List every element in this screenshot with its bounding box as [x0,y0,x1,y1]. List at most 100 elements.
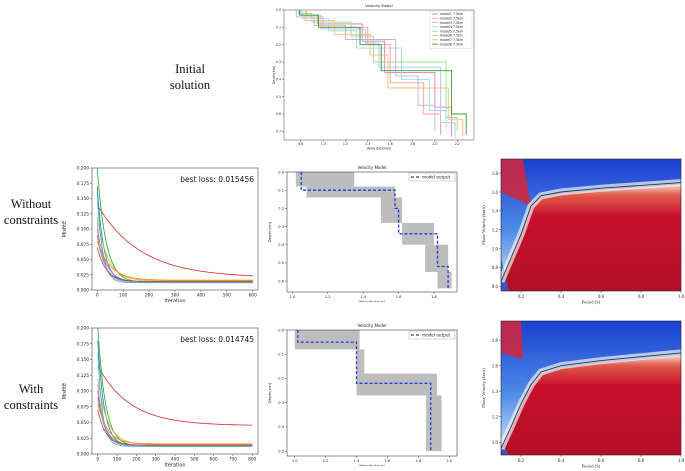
y-axis-label: MisfitE [62,383,68,400]
legend-box [408,330,456,340]
legend-label: model output [422,333,451,338]
model-output-line [297,330,432,452]
x-tick-label: 300 [152,457,160,463]
x-tick-label: 1.0 [321,142,326,146]
x-tick-label: 1.2 [343,142,348,146]
y-axis-label: Phase Velocity (km/s) [481,368,486,408]
y-tick-label: 0.0 [278,328,284,332]
velocity-series-model8 [299,10,467,135]
row-label-without-line1: Without [10,197,52,211]
y-axis-label: Depth(km) [267,382,272,403]
uncertainty-band [306,186,396,198]
y-tick-label: 0.1 [278,188,284,192]
legend-label: model1 7.5km [440,12,463,16]
y-tick-label: 0.1 [278,352,284,356]
without-loss-chart: 0 100 200 300 400 500 600 0.000 0.025 0.050 0.075 0… [62,166,259,302]
y-tick-label: 1.6 [492,191,499,196]
x-tick-label: 0 [96,293,99,299]
heatmap-corner-red [501,159,531,207]
legend-box [408,172,456,182]
x-tick-label: 2.0 [432,142,437,146]
x-tick-label: 200 [145,293,153,299]
plot-frame [500,320,682,456]
with-loss-chart: 0 100 200 300 400 500 600 700 800 0.000 0.025 0.050… [62,326,259,468]
x-axis-label: Velocity(km/s) [358,299,386,302]
x-tick-label: 1.2 [323,459,329,463]
legend-label: model8 7.5km [440,42,463,46]
y-tick-label: 0.175 [77,341,90,347]
y-tick-label: 0.050 [77,257,90,263]
loss-series-brown [97,409,253,446]
chart-title: Velocity Model [358,323,387,328]
x-tick-label: 1.0 [289,295,295,299]
y-tick-label: 1.0 [492,441,499,446]
x-tick-label: 400 [171,457,179,463]
y-tick-label: 1.2 [492,415,499,420]
y-tick-label: 0.150 [77,196,90,202]
uncertainty-band [437,272,452,289]
x-tick-label: 1.4 [365,142,370,146]
row-label-without: Without constraints [0,196,62,228]
model-output-line [300,172,449,289]
x-tick-label: 500 [223,293,231,299]
x-axis-label: Velocity(km/s) [367,147,393,151]
loss-series-olive [96,216,253,282]
x-tick-label: 1.8 [416,459,422,463]
legend-label: model3 7.5km [440,21,463,25]
y-tick-label: 0.100 [77,389,90,395]
velocity-series-model6 [295,10,436,132]
y-axis-label: Depth(km) [267,221,272,242]
x-tick-label: 0.4 [558,295,565,300]
y-tick-label: 0.6 [278,279,284,283]
plot-frame [286,329,458,457]
legend-label: model5 7.5km [440,29,463,33]
y-tick-label: 0.3 [278,401,284,405]
plot-frame [286,171,458,293]
x-tick-label: 0.8 [298,142,303,146]
y-axis-label: Depth(km) [272,65,276,84]
y-tick-label: 1.4 [492,390,499,395]
x-tick-label: 0.2 [518,295,525,300]
heatmap-corner-red [501,321,523,360]
x-tick-label: 400 [197,293,205,299]
loss-series-orange [97,403,253,445]
y-tick-label: 0.2 [276,43,281,47]
with-velocity-chart: 1.0 1.2 1.4 1.6 1.8 2.0 0.0 0.1 0.2 0.3 0.4 0.5 Velo… [267,323,458,466]
x-tick-label: 1.8 [410,142,415,146]
row-label-initial-line1: Initial [175,62,205,76]
loss-series-cyan [97,353,253,447]
y-tick-label: 0.1 [276,25,281,29]
y-tick-label: 0.4 [276,77,281,81]
x-tick-label: 0.8 [638,295,645,300]
y-tick-label: 0.075 [77,242,90,248]
x-tick-label: 600 [249,293,257,299]
plot-frame [283,9,475,141]
loss-series-red [96,204,253,277]
x-axis-label: Velocity(km/s) [358,463,386,466]
loss-series-blue [97,340,253,447]
y-axis-label: MisfitE [62,221,68,238]
y-tick-label: 0.0 [278,170,284,174]
y-tick-label: 0.0 [276,8,281,12]
row-label-with-line1: With [18,382,44,396]
x-axis-label: Period (S) [582,464,601,469]
y-tick-label: 0.4 [278,243,284,247]
heatmap-red-region [501,184,681,291]
chart-title: Velocity Model [365,3,393,8]
x-tick-label: 0.6 [598,459,605,464]
x-tick-label: 1.0 [678,295,685,300]
y-tick-label: 0.6 [492,285,499,290]
y-tick-label: 0.000 [77,288,90,294]
x-tick-label: 300 [171,293,179,299]
uncertainty-band [294,330,360,350]
x-tick-label: 100 [119,293,127,299]
y-tick-label: 1.6 [492,364,499,369]
y-tick-label: 0.000 [77,452,90,458]
x-tick-label: 1.0 [292,459,298,463]
y-tick-label: 0.200 [77,326,90,332]
x-tick-label: 0 [96,457,99,463]
loss-series-pink [97,384,253,447]
y-tick-label: 1.4 [492,210,499,215]
loss-series-cyan [96,192,253,284]
x-tick-label: 1.6 [385,459,391,463]
